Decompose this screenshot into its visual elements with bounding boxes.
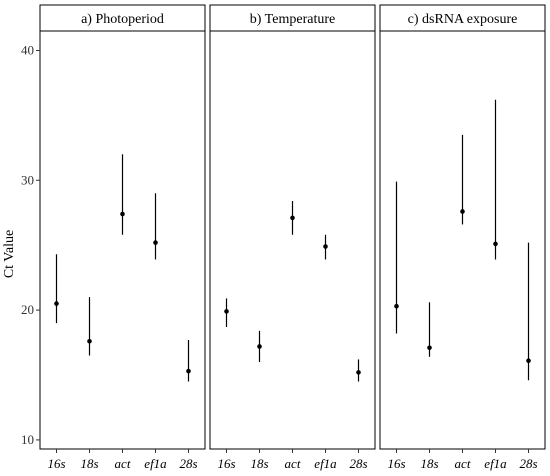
data-point xyxy=(257,344,262,349)
x-tick-label: act xyxy=(455,456,471,471)
y-tick-label: 40 xyxy=(21,42,34,57)
panel-strip-1 xyxy=(39,4,206,32)
data-point xyxy=(356,370,361,375)
x-tick-label: 18s xyxy=(80,456,98,471)
data-point xyxy=(153,240,158,245)
panel-strip-2 xyxy=(209,4,376,32)
panel-frame-3 xyxy=(379,30,546,450)
data-point xyxy=(323,244,328,249)
x-tick-label: 16s xyxy=(217,456,235,471)
data-point xyxy=(290,215,295,221)
data-point xyxy=(186,368,191,374)
x-tick-label: ef1a xyxy=(484,456,507,471)
y-tick-label: 20 xyxy=(21,302,34,317)
data-point xyxy=(224,309,229,314)
data-point xyxy=(54,301,59,306)
x-tick-label: ef1a xyxy=(144,456,167,471)
x-tick-label: act xyxy=(115,456,131,471)
x-tick-label: 18s xyxy=(250,456,268,471)
panel-strip-3 xyxy=(379,4,546,32)
panel-title-1: a) Photoperiod xyxy=(81,12,164,27)
data-point xyxy=(460,209,465,214)
x-tick-label: 16s xyxy=(47,456,65,471)
x-tick-label: 18s xyxy=(420,456,438,471)
y-tick-label: 10 xyxy=(21,432,34,447)
panel-frame-2 xyxy=(209,30,376,450)
data-point xyxy=(427,345,432,351)
panel-title-3: c) dsRNA exposure xyxy=(408,12,518,27)
panel-title-2: b) Temperature xyxy=(250,12,335,27)
data-point xyxy=(493,241,498,247)
x-tick-label: 28s xyxy=(179,456,197,471)
panel-frame-1 xyxy=(39,30,206,450)
x-tick-label: ef1a xyxy=(314,456,337,471)
x-tick-label: act xyxy=(285,456,301,471)
x-tick-label: 28s xyxy=(349,456,367,471)
data-point xyxy=(120,211,125,217)
y-axis-label: Ct Value xyxy=(2,230,17,278)
y-tick-label: 30 xyxy=(21,172,34,187)
data-point xyxy=(394,303,399,309)
x-tick-label: 28s xyxy=(519,456,537,471)
data-point xyxy=(526,358,531,364)
x-tick-label: 16s xyxy=(387,456,405,471)
data-point xyxy=(87,338,92,344)
